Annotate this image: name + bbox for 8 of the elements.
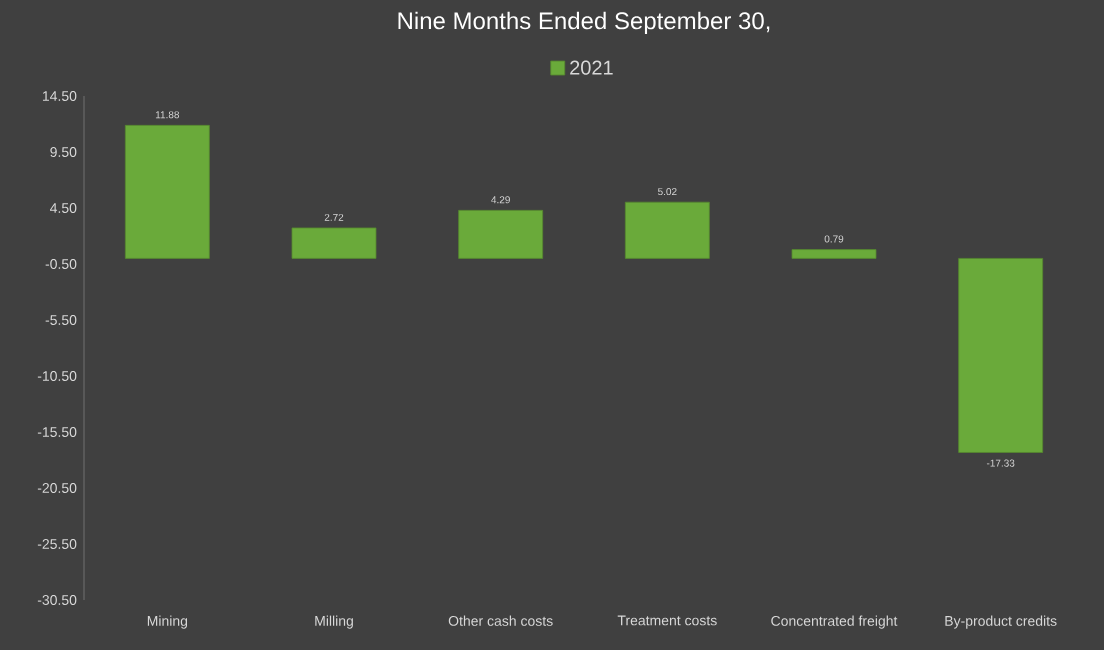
bar (124, 124, 210, 259)
chart-title: Nine Months Ended September 30, (398, 11, 770, 35)
legend-label: 2021 (570, 60, 613, 75)
bar (958, 258, 1044, 453)
bar (458, 209, 544, 259)
bar (791, 249, 877, 259)
bar (624, 201, 710, 259)
bar (291, 227, 377, 259)
